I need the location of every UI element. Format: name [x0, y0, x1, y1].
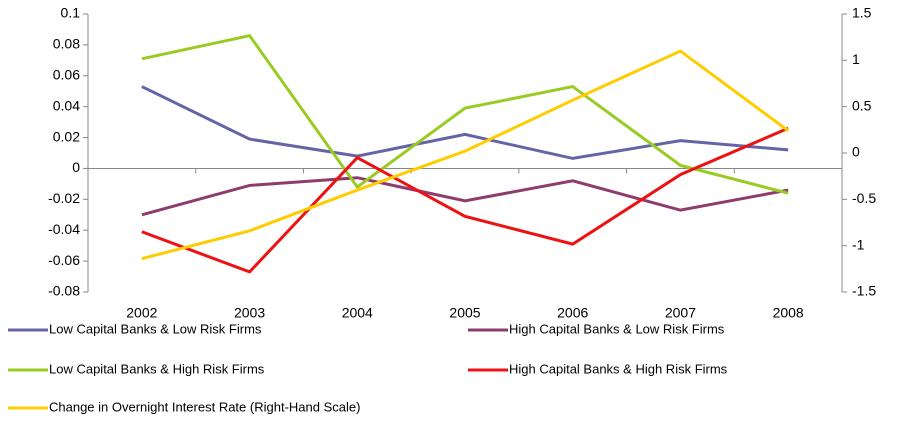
legend-label: High Capital Banks & Low Risk Firms	[509, 321, 725, 336]
y-tick-label: -0.06	[48, 252, 80, 268]
y2-tick-label: 0.5	[852, 97, 872, 113]
y-tick-label: -0.08	[48, 283, 80, 299]
x-tick-label: 2007	[665, 305, 696, 321]
y-tick-label: 0.06	[53, 66, 80, 82]
legend-label: Change in Overnight Interest Rate (Right…	[49, 399, 360, 414]
y-tick-label: 0.08	[53, 36, 80, 52]
series-line	[141, 33, 789, 195]
y-tick-label: -0.02	[48, 190, 80, 206]
series-line	[141, 85, 789, 160]
y2-tick-label: -1	[852, 236, 865, 252]
y-tick-label: 0.1	[61, 5, 81, 21]
y-tick-label: -0.04	[48, 221, 80, 237]
y2-tick-label: 1.5	[852, 5, 872, 21]
y2-tick-label: -0.5	[852, 190, 876, 206]
y-tick-label: 0.04	[53, 97, 80, 113]
y2-tick-label: 0	[852, 144, 860, 160]
series-line	[141, 126, 789, 274]
x-tick-label: 2004	[342, 305, 373, 321]
x-tick-label: 2006	[557, 305, 588, 321]
y-tick-label: 0.02	[53, 128, 80, 144]
x-tick-label: 2005	[449, 305, 480, 321]
legend-label: Low Capital Banks & Low Risk Firms	[49, 321, 262, 336]
y2-tick-label: -1.5	[852, 283, 876, 299]
y2-tick-label: 1	[852, 51, 860, 67]
series-line	[141, 49, 790, 261]
x-tick-label: 2008	[773, 305, 804, 321]
legend-label: High Capital Banks & High Risk Firms	[509, 361, 728, 376]
x-tick-label: 2003	[234, 305, 265, 321]
y-tick-label: 0	[72, 159, 80, 175]
x-tick-label: 2002	[126, 305, 157, 321]
series-line	[141, 176, 789, 217]
legend-label: Low Capital Banks & High Risk Firms	[49, 361, 265, 376]
